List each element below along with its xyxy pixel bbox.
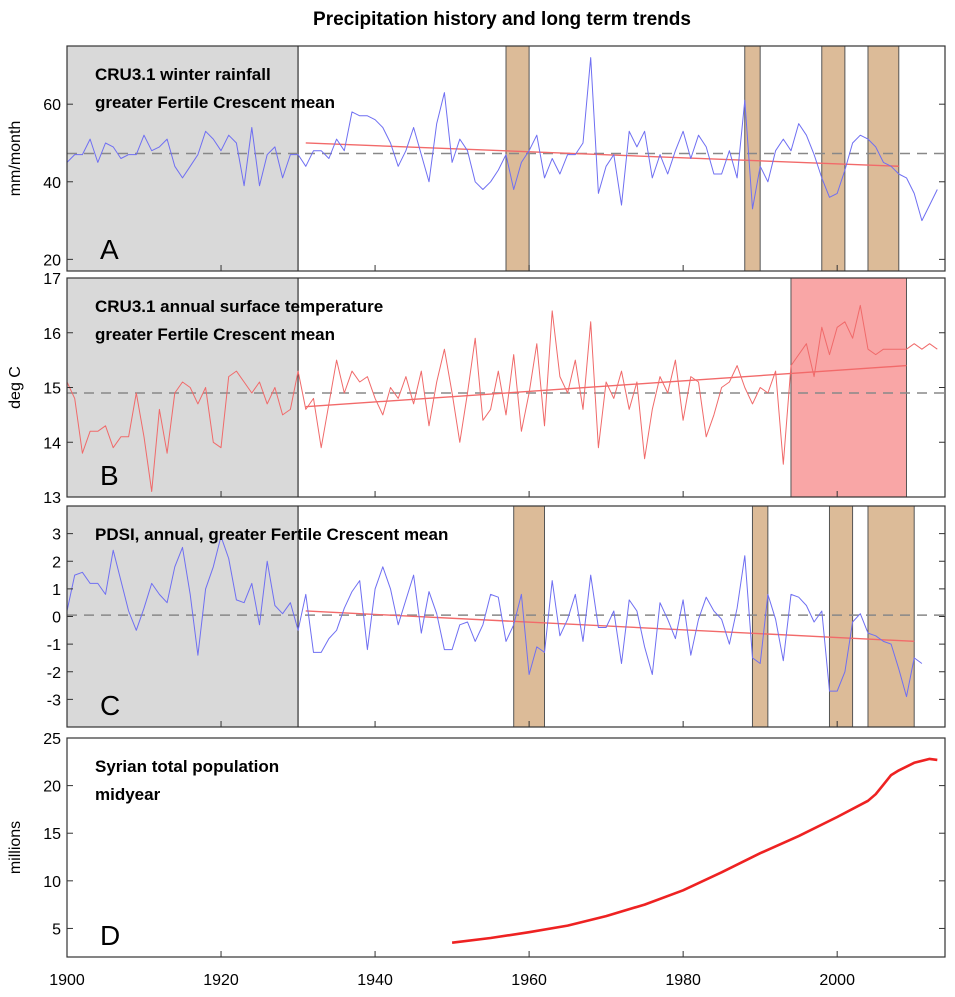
panel-c-ytick-label-6: 3: [52, 527, 61, 544]
panel-b-ytick-label-2: 15: [43, 381, 61, 398]
panel-c-shading: [67, 505, 915, 728]
panel-b-ytick-label-1: 14: [43, 435, 61, 452]
panel-d-y-ticks: 5 10 15 20 25: [43, 731, 945, 957]
panel-d-series-line-0: [451, 757, 938, 944]
panel-d-ytick-label-1: 10: [43, 874, 61, 891]
panel-a-y-label: mm/month: [7, 121, 24, 197]
panel-b-letter: B: [100, 460, 119, 491]
panel-d-letter: D: [100, 920, 120, 951]
panel-c-ytick-label-5: 2: [52, 554, 61, 571]
panel-a-highlight-0: [505, 45, 530, 272]
panel-d-ytick-label-0: 5: [52, 921, 61, 938]
panel-c-series: [66, 535, 923, 698]
panel-b-trend: [305, 364, 907, 408]
panel-a-y-ticks: 20 40 60: [43, 97, 945, 271]
panel-d-ytick-label-4: 25: [43, 731, 61, 748]
panel-c-ytick-label-0: -3: [47, 692, 61, 709]
panel-a-ytick-label-0: 20: [43, 252, 61, 269]
panel-a-highlight-3: [867, 45, 900, 272]
panel-a-trend-line: [305, 142, 899, 167]
panel-c-trend-line: [305, 610, 915, 643]
panel-b-series-line-0: [66, 304, 938, 492]
panel-b-shading: [67, 277, 907, 498]
panel-a-highlight-1: [744, 45, 761, 272]
panel-b-baseline-shade: [67, 278, 299, 497]
panel-a-text-line2: greater Fertile Crescent mean: [95, 93, 335, 112]
panel-a: 20 40 60 CRU3.1 winter rainfall greater Fe…: [7, 45, 946, 272]
panel-c-ytick-label-4: 1: [52, 582, 61, 599]
panel-a-trend: [305, 142, 899, 167]
panel-a-ytick-label-2: 60: [43, 97, 61, 114]
panel-c-highlight-0: [513, 505, 546, 728]
panel-b: 13 14 15 16 17 CRU3.1 annual surface tempera…: [7, 271, 946, 507]
panel-d-y-label: millions: [7, 821, 24, 874]
panel-a-baseline-shade: [67, 46, 299, 271]
panel-c-trend: [305, 610, 915, 643]
panel-c-ytick-label-2: -1: [47, 637, 61, 654]
x-tick-label-1980: 1980: [665, 972, 701, 989]
panel-a-ytick-label-1: 40: [43, 175, 61, 192]
panel-a-series-line-0: [66, 57, 938, 222]
panel-b-text-line1: CRU3.1 annual surface temperature: [95, 297, 383, 316]
x-tick-label-1960: 1960: [511, 972, 547, 989]
panel-b-series: [66, 304, 938, 492]
panel-c-text-line1: PDSI, annual, greater Fertile Crescent m…: [95, 525, 448, 544]
panel-b-trend-line: [305, 364, 907, 408]
panel-b-ytick-label-4: 17: [43, 271, 61, 288]
panel-c-letter: C: [100, 690, 120, 721]
panel-d-series: [451, 757, 938, 944]
panel-c-ytick-label-1: -2: [47, 665, 61, 682]
panel-c-highlight-2: [828, 505, 854, 728]
panel-a-frame: [66, 45, 946, 272]
x-axis-ticks: 1900 1920 1940 1960 1980 2000: [49, 972, 855, 989]
x-tick-label-2000: 2000: [819, 972, 855, 989]
panel-b-text-line2: greater Fertile Crescent mean: [95, 325, 335, 344]
panel-d: 5 10 15 20 25 1900 1920 1940 1960 1980 2000 Syria…: [7, 731, 946, 989]
panel-d-text-line2: midyear: [95, 785, 161, 804]
panel-b-ytick-label-0: 13: [43, 490, 61, 507]
panel-b-y-ticks: 13 14 15 16 17: [43, 271, 945, 507]
panel-c-baseline-shade: [67, 506, 299, 727]
x-tick-label-1940: 1940: [357, 972, 393, 989]
panel-b-ytick-label-3: 16: [43, 326, 61, 343]
panel-c: -3 -2 -1 0 1 2 3 PDSI, annual, greater Fertile…: [47, 505, 946, 728]
panel-d-frame: [66, 737, 946, 958]
figure-title: Precipitation history and long term tren…: [313, 9, 691, 30]
panel-c-highlight-3: [867, 505, 915, 728]
panel-b-highlight-0: [790, 277, 907, 498]
panel-c-y-ticks: -3 -2 -1 0 1 2 3: [47, 527, 945, 727]
panel-a-text-line1: CRU3.1 winter rainfall: [95, 65, 271, 84]
panel-b-y-label: deg C: [7, 366, 24, 409]
x-tick-label-1900: 1900: [49, 972, 85, 989]
panel-d-text-line1: Syrian total population: [95, 757, 279, 776]
panel-a-letter: A: [100, 234, 119, 265]
panel-d-ytick-label-3: 20: [43, 779, 61, 796]
x-tick-label-1920: 1920: [203, 972, 239, 989]
panel-c-series-line-0: [66, 535, 923, 698]
panel-d-ytick-label-2: 15: [43, 826, 61, 843]
panel-c-ytick-label-3: 0: [52, 610, 61, 627]
panel-a-highlight-2: [821, 45, 846, 272]
panel-a-series: [66, 57, 938, 222]
